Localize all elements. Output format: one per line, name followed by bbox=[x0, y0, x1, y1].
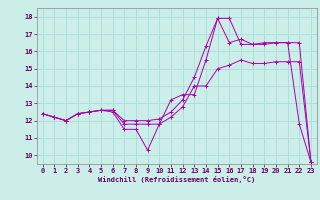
X-axis label: Windchill (Refroidissement éolien,°C): Windchill (Refroidissement éolien,°C) bbox=[98, 176, 255, 183]
